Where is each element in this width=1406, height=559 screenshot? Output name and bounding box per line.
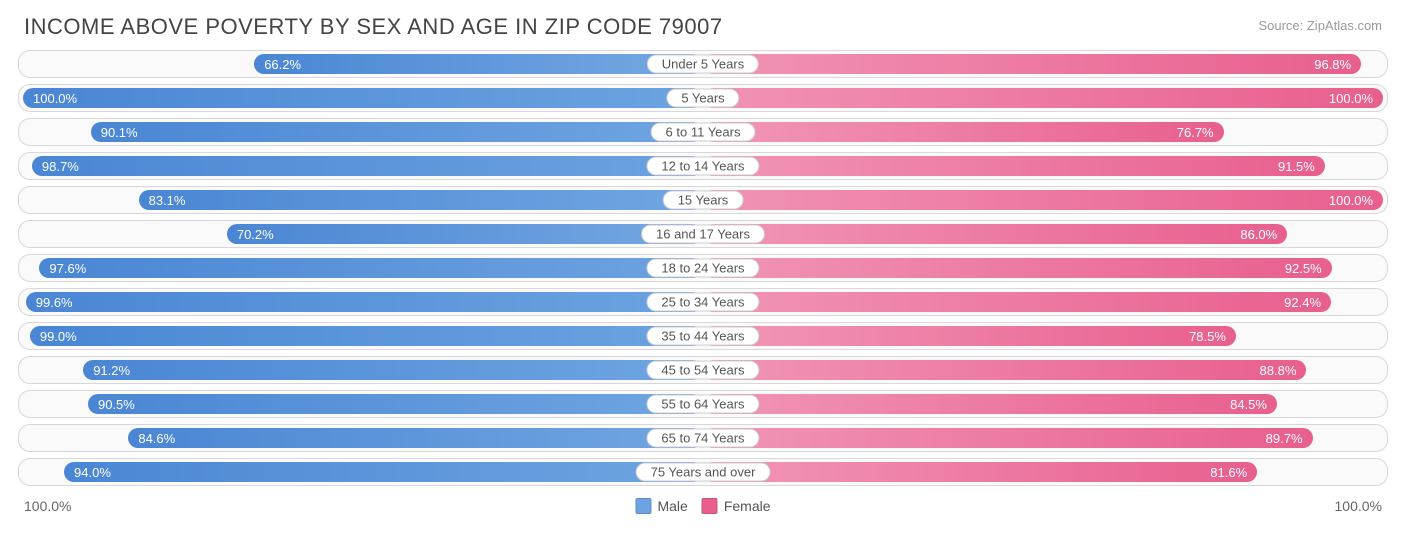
female-value-label: 100.0%: [1329, 193, 1373, 208]
category-label: 18 to 24 Years: [646, 259, 759, 278]
chart-row: 66.2% 96.8% Under 5 Years: [18, 50, 1388, 78]
male-bar: 90.5%: [88, 394, 703, 414]
category-label: Under 5 Years: [647, 55, 759, 74]
male-swatch-icon: [635, 498, 651, 514]
male-bar: 70.2%: [227, 224, 703, 244]
female-value-label: 89.7%: [1266, 431, 1303, 446]
chart-row: 90.5% 84.5% 55 to 64 Years: [18, 390, 1388, 418]
category-label: 15 Years: [663, 191, 744, 210]
axis-label-right: 100.0%: [1335, 498, 1382, 514]
chart-row: 94.0% 81.6% 75 Years and over: [18, 458, 1388, 486]
male-value-label: 70.2%: [237, 227, 274, 242]
female-bar: 92.4%: [703, 292, 1331, 312]
male-value-label: 91.2%: [93, 363, 130, 378]
female-bar: 96.8%: [703, 54, 1361, 74]
male-bar: 99.6%: [26, 292, 703, 312]
chart-source: Source: ZipAtlas.com: [1258, 14, 1382, 33]
female-value-label: 78.5%: [1189, 329, 1226, 344]
male-bar: 91.2%: [83, 360, 703, 380]
chart-row: 70.2% 86.0% 16 and 17 Years: [18, 220, 1388, 248]
male-bar: 83.1%: [139, 190, 703, 210]
female-bar: 78.5%: [703, 326, 1236, 346]
category-label: 12 to 14 Years: [646, 157, 759, 176]
female-value-label: 76.7%: [1177, 125, 1214, 140]
male-value-label: 84.6%: [138, 431, 175, 446]
female-bar: 86.0%: [703, 224, 1287, 244]
male-value-label: 97.6%: [49, 261, 86, 276]
male-bar: 90.1%: [91, 122, 703, 142]
legend-female-label: Female: [724, 498, 771, 514]
female-value-label: 86.0%: [1240, 227, 1277, 242]
female-bar: 100.0%: [703, 88, 1383, 108]
female-bar: 88.8%: [703, 360, 1306, 380]
category-label: 6 to 11 Years: [651, 123, 756, 142]
diverging-bar-chart: 66.2% 96.8% Under 5 Years 100.0% 100.0% 5 Yea…: [0, 50, 1406, 486]
chart-row: 84.6% 89.7% 65 to 74 Years: [18, 424, 1388, 452]
chart-row: 99.0% 78.5% 35 to 44 Years: [18, 322, 1388, 350]
male-bar: 84.6%: [128, 428, 703, 448]
female-value-label: 96.8%: [1314, 57, 1351, 72]
legend-item-female: Female: [702, 498, 771, 514]
male-bar: 100.0%: [23, 88, 703, 108]
female-value-label: 92.5%: [1285, 261, 1322, 276]
female-value-label: 81.6%: [1210, 465, 1247, 480]
female-bar: 100.0%: [703, 190, 1383, 210]
male-value-label: 66.2%: [264, 57, 301, 72]
legend-item-male: Male: [635, 498, 687, 514]
chart-row: 98.7% 91.5% 12 to 14 Years: [18, 152, 1388, 180]
chart-title: INCOME ABOVE POVERTY BY SEX AND AGE IN Z…: [24, 14, 723, 40]
chart-row: 90.1% 76.7% 6 to 11 Years: [18, 118, 1388, 146]
female-bar: 84.5%: [703, 394, 1277, 414]
male-value-label: 99.0%: [40, 329, 77, 344]
male-value-label: 90.1%: [101, 125, 138, 140]
female-value-label: 100.0%: [1329, 91, 1373, 106]
category-label: 16 and 17 Years: [641, 225, 765, 244]
category-label: 25 to 34 Years: [646, 293, 759, 312]
male-value-label: 99.6%: [36, 295, 73, 310]
category-label: 55 to 64 Years: [646, 395, 759, 414]
legend: Male Female: [635, 498, 770, 514]
chart-header: INCOME ABOVE POVERTY BY SEX AND AGE IN Z…: [0, 0, 1406, 50]
male-bar: 98.7%: [32, 156, 703, 176]
chart-row: 83.1% 100.0% 15 Years: [18, 186, 1388, 214]
axis-label-left: 100.0%: [24, 498, 71, 514]
chart-row: 91.2% 88.8% 45 to 54 Years: [18, 356, 1388, 384]
category-label: 75 Years and over: [636, 463, 771, 482]
legend-male-label: Male: [657, 498, 687, 514]
female-bar: 91.5%: [703, 156, 1325, 176]
female-swatch-icon: [702, 498, 718, 514]
female-value-label: 84.5%: [1230, 397, 1267, 412]
female-value-label: 92.4%: [1284, 295, 1321, 310]
chart-footer: 100.0% Male Female 100.0%: [0, 492, 1406, 514]
category-label: 45 to 54 Years: [646, 361, 759, 380]
male-value-label: 98.7%: [42, 159, 79, 174]
category-label: 35 to 44 Years: [646, 327, 759, 346]
chart-row: 100.0% 100.0% 5 Years: [18, 84, 1388, 112]
male-bar: 99.0%: [30, 326, 703, 346]
chart-row: 97.6% 92.5% 18 to 24 Years: [18, 254, 1388, 282]
female-value-label: 88.8%: [1260, 363, 1297, 378]
female-bar: 81.6%: [703, 462, 1257, 482]
male-value-label: 100.0%: [33, 91, 77, 106]
male-value-label: 83.1%: [149, 193, 186, 208]
male-value-label: 94.0%: [74, 465, 111, 480]
male-bar: 66.2%: [254, 54, 703, 74]
female-value-label: 91.5%: [1278, 159, 1315, 174]
category-label: 5 Years: [666, 89, 739, 108]
female-bar: 76.7%: [703, 122, 1224, 142]
category-label: 65 to 74 Years: [646, 429, 759, 448]
female-bar: 89.7%: [703, 428, 1313, 448]
chart-row: 99.6% 92.4% 25 to 34 Years: [18, 288, 1388, 316]
male-bar: 97.6%: [39, 258, 703, 278]
male-bar: 94.0%: [64, 462, 703, 482]
female-bar: 92.5%: [703, 258, 1332, 278]
male-value-label: 90.5%: [98, 397, 135, 412]
